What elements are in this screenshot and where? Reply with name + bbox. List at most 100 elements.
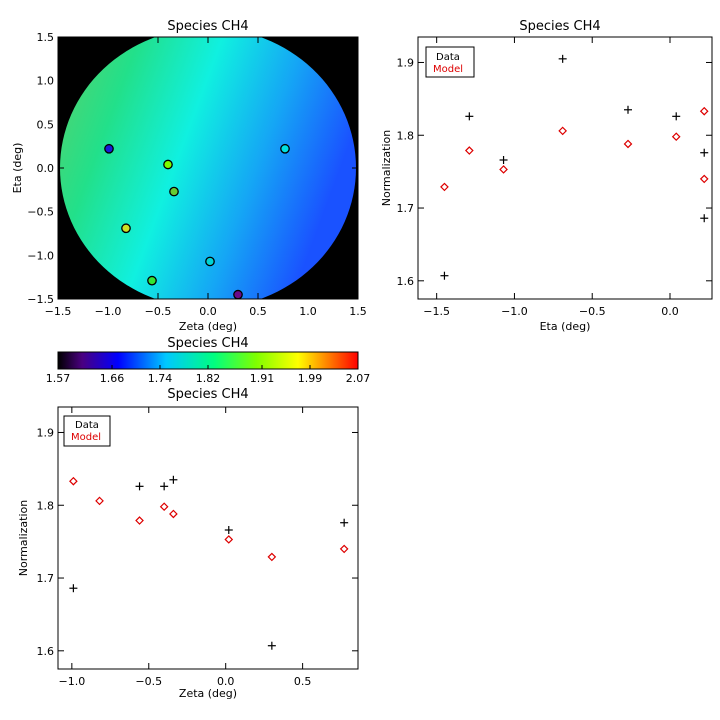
eta-data-point [624,105,632,114]
eta-model-point [623,139,633,149]
eta-model-point [440,182,449,192]
zeta-data-point [135,482,144,491]
zeta-ytick-label: 1.9 [37,426,55,439]
eta-data-point [440,271,449,280]
zeta-data-point [169,475,178,484]
colorbar-tick-label: 2.07 [346,372,371,385]
zeta-model-point [169,509,178,519]
map-x-label: Zeta (deg) [179,320,237,333]
zeta-x-label: Zeta (deg) [179,687,237,700]
zeta-ticks: −1.0 −0.5 0.0 0.5 1.6 1.7 1.8 1.9 [37,407,358,688]
eta-data-point [499,155,508,164]
eta-data-point [672,112,681,121]
zeta-points [69,424,349,650]
colorbar-ticks: 1.57 1.66 1.74 1.82 1.91 1.99 2.07 [46,365,371,385]
eta-data-point [700,214,709,223]
eta-xtick-label: 0.0 [661,305,679,318]
zeta-legend-data: Data [75,420,99,431]
eta-title: Species CH4 [519,19,600,34]
colorbar-tick-label: 1.82 [196,372,221,385]
map-xtick-label: 1.0 [299,305,317,318]
colorbar-tick-label: 1.74 [148,372,173,385]
colorbar-tick-label: 1.66 [100,372,125,385]
eta-ytick-label: 1.8 [397,129,415,142]
map-point [233,289,243,300]
eta-data-point [700,148,709,157]
zeta-model-point [95,496,104,506]
map-points [104,143,290,300]
zeta-xtick-label: −0.5 [135,675,162,688]
zeta-model-point [339,544,349,554]
map-xtick-label: 1.5 [349,305,367,318]
eta-y-label: Normalization [380,130,393,206]
map-ytick-label: 0.5 [37,118,55,131]
zeta-xtick-label: 0.0 [217,675,235,688]
map-ytick-label: 1.0 [37,75,55,88]
zeta-model-point [69,476,78,486]
eta-model-point [699,174,709,184]
zeta-data-point [69,584,78,593]
zeta-legend-model: Model [71,432,101,443]
eta-data-point [558,54,567,63]
map-field-of-view [60,37,356,299]
eta-x-label: Eta (deg) [540,320,591,333]
zeta-frame [57,406,359,670]
zeta-data-point [267,641,276,650]
eta-legend-model: Model [433,64,463,75]
map-point [280,143,290,154]
zeta-panel: Species CH4 −1.0 −0.5 0.0 0.5 1.6 1.7 1.8 1.9 D… [17,387,359,700]
zeta-xtick-label: −1.0 [58,675,85,688]
map-point [147,275,157,286]
eta-ytick-label: 1.7 [397,202,415,215]
map-panel: Species CH4 −1.5 −1.0 −0.5 0.0 0.5 1.0 1.5 −1.5… [11,19,367,333]
colorbar-tick-label: 1.57 [46,372,71,385]
map-point [205,256,215,267]
eta-ytick-label: 1.6 [397,275,415,288]
eta-legend-data: Data [436,52,460,63]
eta-xtick-label: −0.5 [579,305,606,318]
map-ytick-label: 1.5 [37,31,55,44]
map-ytick-label: −0.5 [27,206,54,219]
eta-model-point [699,106,709,116]
map-xtick-label: 0.5 [249,305,267,318]
eta-model-point [558,126,568,136]
map-point [169,186,179,197]
zeta-legend-box [63,415,111,447]
map-ytick-label: −1.0 [27,249,54,262]
colorbar-title: Species CH4 [167,336,248,351]
zeta-ytick-label: 1.6 [37,645,55,658]
eta-data-point [465,112,474,121]
zeta-ytick-label: 1.7 [37,572,55,585]
zeta-ytick-label: 1.8 [37,499,55,512]
eta-ytick-label: 1.9 [397,56,415,69]
map-xtick-label: −1.0 [95,305,122,318]
zeta-data-point [224,525,233,534]
eta-ticks: −1.5 −1.0 −0.5 0.0 1.6 1.7 1.8 1.9 [397,37,712,318]
zeta-xtick-label: 0.5 [294,675,312,688]
map-ytick-label: −1.5 [27,293,54,306]
colorbar-tick-label: 1.99 [298,372,323,385]
map-ytick-label: 0.0 [37,162,55,175]
map-title: Species CH4 [167,19,248,34]
zeta-model-point [224,535,234,544]
map-xtick-label: 0.0 [199,305,217,318]
zeta-model-point [159,502,169,512]
map-point [104,143,114,154]
map-xtick-label: −1.5 [45,305,72,318]
colorbar: Species CH4 1.57 1.66 1.74 1.82 1.91 1.99 2.07 [46,336,371,385]
eta-model-point [464,146,474,155]
zeta-title: Species CH4 [167,387,248,402]
zeta-data-point [340,518,349,527]
zeta-y-label: Normalization [17,500,30,576]
map-point [121,223,131,234]
zeta-model-point [135,516,144,525]
map-ticks: −1.5 −1.0 −0.5 0.0 0.5 1.0 1.5 −1.5 −1.0 −0.5 0.0 0… [27,31,366,318]
zeta-legend: Data Model [63,415,111,447]
map-point [163,159,173,170]
map-y-label: Eta (deg) [11,143,24,194]
eta-panel: Species CH4 −1.5 −1.0 −0.5 0.01.61.71.81.9 … [380,19,713,333]
eta-xtick-label: −1.5 [423,305,450,318]
colorbar-tick-label: 1.91 [250,372,275,385]
eta-xtick-label: −1.0 [501,305,528,318]
